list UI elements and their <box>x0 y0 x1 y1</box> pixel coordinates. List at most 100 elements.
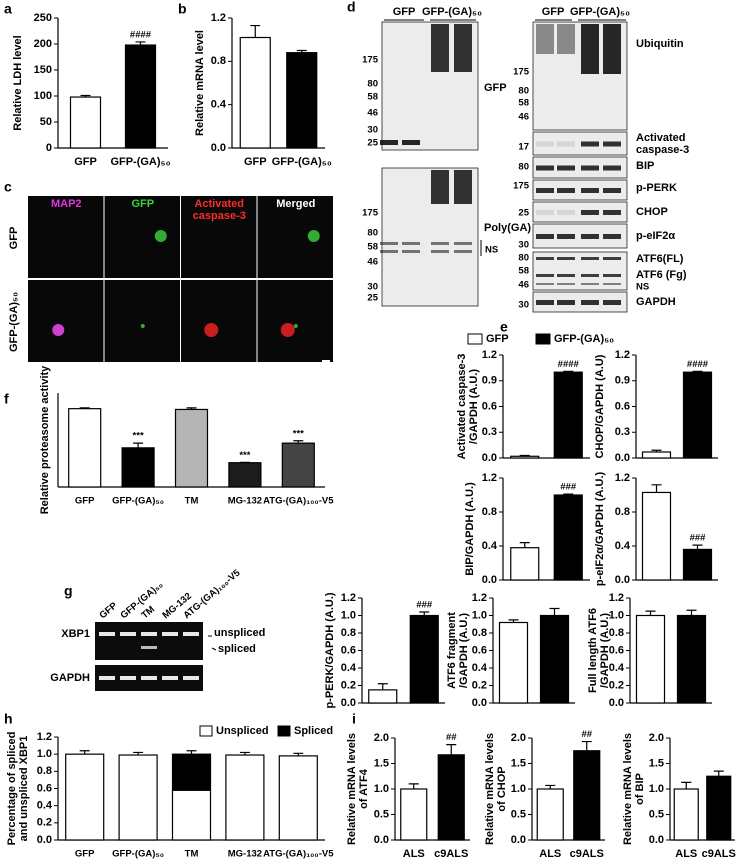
y-axis-label: Activated caspase-3 <box>456 354 468 460</box>
blot-band <box>454 170 472 204</box>
y-tick-label: 2.0 <box>511 732 526 744</box>
bar <box>510 547 540 581</box>
marker: 25 <box>367 293 378 304</box>
y-tick-label: 0.4 <box>609 662 625 674</box>
legend-label: GFP-(GA)₅₀ <box>554 333 614 345</box>
panel-label: c <box>4 179 12 195</box>
blot-label: caspase-3 <box>636 144 689 156</box>
significance: #### <box>558 359 580 370</box>
y-tick-label: 1.2 <box>482 349 497 361</box>
column-label: GFP <box>131 198 154 210</box>
x-tick-label: ALS <box>675 848 697 860</box>
y-tick-label: 0.6 <box>37 782 52 794</box>
lane-label: ATG-(GA)₁₀₀-V5 <box>181 567 243 621</box>
error-bar <box>293 440 304 444</box>
error-bar <box>186 750 197 755</box>
significance: ### <box>560 482 577 493</box>
error-bar <box>581 740 592 751</box>
y-tick-label: 1.0 <box>341 609 356 621</box>
marker: 175 <box>513 181 530 192</box>
blot-band <box>536 283 554 285</box>
blot-band <box>581 141 599 147</box>
scale-bar <box>322 360 330 362</box>
y-axis-label: Relative mRNA levels <box>484 733 496 845</box>
column-label: Merged <box>276 198 315 210</box>
blot-strip <box>532 201 628 223</box>
y-axis-label: p-eIF2α/GAPDH (A.U.) <box>594 472 606 587</box>
blot-band <box>557 24 575 54</box>
y-tick-label: 0.8 <box>341 627 356 639</box>
error-bar <box>519 454 530 457</box>
blot-band <box>603 274 621 277</box>
caspase-signal <box>280 323 295 337</box>
marker: 58 <box>367 92 378 103</box>
y-tick-label: 0.2 <box>609 679 624 691</box>
marker: 80 <box>518 162 529 173</box>
y-tick-label: 0.0 <box>511 834 526 846</box>
y-tick-label: 0.4 <box>482 540 498 552</box>
y-tick-label: 1.0 <box>609 609 624 621</box>
blot-strip <box>532 156 628 179</box>
x-tick-label: GFP-(GA)₅₀ <box>112 849 164 860</box>
bar <box>553 371 583 459</box>
x-tick-label: c9ALS <box>702 848 736 860</box>
blot-band <box>581 165 599 171</box>
bar <box>239 36 271 149</box>
y-axis-label: /GAPDH (A.U.) <box>468 369 480 445</box>
y-tick-label: 0 <box>46 142 52 154</box>
y-tick-label: 0.0 <box>649 834 664 846</box>
lane-label: GFP <box>393 6 416 18</box>
y-tick-label: 0.6 <box>341 644 356 656</box>
y-tick-label: 1.2 <box>609 592 624 604</box>
x-tick-label: MG-132 <box>228 849 262 860</box>
blot-band <box>557 283 575 285</box>
bar <box>368 689 398 704</box>
blot-band <box>557 257 575 260</box>
micrograph <box>28 280 104 362</box>
blot-band <box>380 140 398 145</box>
blot-band <box>454 250 472 253</box>
error-bar <box>645 610 656 616</box>
bar <box>641 451 672 459</box>
significance: ## <box>581 729 592 740</box>
bar-segment <box>225 754 265 841</box>
bar <box>69 96 102 149</box>
error-bar <box>80 94 91 98</box>
band-arrow <box>208 635 217 651</box>
blot-label: p-PERK <box>636 182 677 194</box>
legend-label: GFP <box>486 333 509 345</box>
bar <box>437 754 465 841</box>
marker: 46 <box>518 112 529 123</box>
x-tick-label: MG-132 <box>228 496 262 507</box>
y-axis-label: BIP/GAPDH (A.U.) <box>464 482 476 576</box>
y-tick-label: 0.0 <box>472 697 487 709</box>
error-bar <box>563 370 574 373</box>
bar <box>174 408 209 488</box>
significance: *** <box>239 450 250 461</box>
error-bar <box>692 370 703 373</box>
y-tick-label: 0.3 <box>482 426 497 438</box>
row-label: GFP <box>8 227 20 250</box>
blot-label: GAPDH <box>636 296 676 308</box>
x-tick-label: GFP <box>74 156 97 168</box>
legend-label: Unspliced <box>216 725 269 737</box>
gel-band <box>162 676 178 680</box>
significance: #### <box>130 29 152 40</box>
marker: 80 <box>518 253 529 264</box>
y-tick-label: 100 <box>34 90 52 102</box>
y-tick-label: 0.0 <box>374 834 389 846</box>
micrograph <box>104 196 180 278</box>
blot-band <box>402 242 420 245</box>
row-label: GFP-(GA)₅₀ <box>8 292 20 352</box>
marker: 80 <box>367 228 378 239</box>
column-label: MAP2 <box>51 198 82 210</box>
blot-label: NS <box>485 245 498 256</box>
y-axis-label: p-PERK/GAPDH (A.U.) <box>324 592 336 708</box>
marker: 80 <box>367 79 378 90</box>
blot-band <box>603 210 621 215</box>
marker: 175 <box>513 67 530 78</box>
caspase-signal <box>204 323 219 337</box>
legend-swatch <box>199 725 213 737</box>
error-bar <box>651 449 662 452</box>
x-tick-label: GFP <box>75 496 95 507</box>
